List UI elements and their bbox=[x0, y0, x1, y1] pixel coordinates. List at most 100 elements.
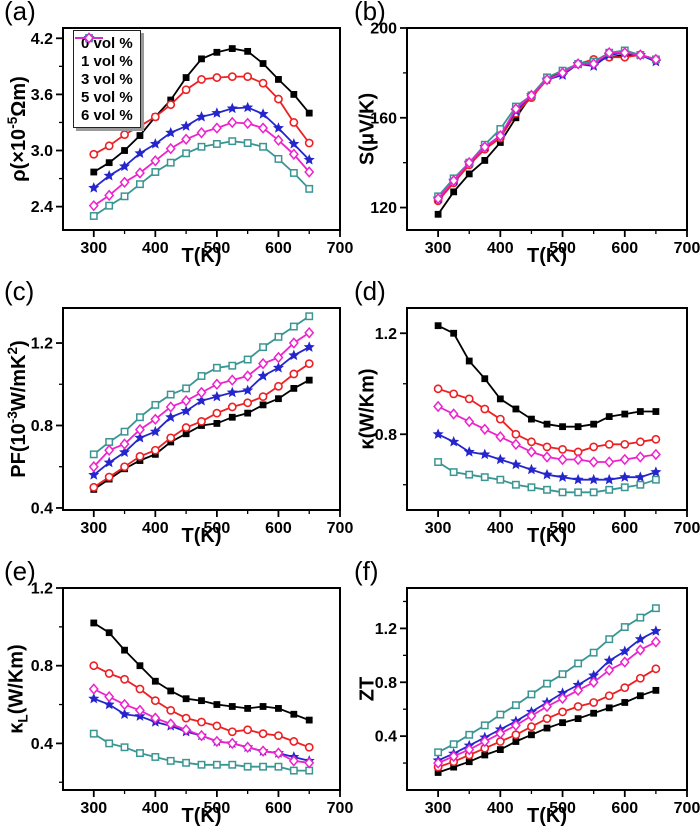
series-marker-5-vol-% bbox=[243, 355, 252, 364]
series-marker-3-vol-% bbox=[650, 466, 662, 477]
series-marker-6-vol-% bbox=[479, 423, 490, 435]
series-marker-0-vol-% bbox=[574, 423, 582, 431]
series-marker-5-vol-% bbox=[166, 756, 175, 765]
series-marker-0-vol-% bbox=[136, 132, 144, 139]
x-tick-label: 300 bbox=[80, 520, 107, 537]
series-marker-6-vol-% bbox=[526, 89, 537, 102]
series-marker-1-vol-% bbox=[542, 714, 552, 724]
x-axis-title-c: T(K) bbox=[181, 525, 222, 547]
x-tick-label: 700 bbox=[327, 240, 354, 257]
x-tick-label: 700 bbox=[327, 520, 354, 537]
series-marker-1-vol-% bbox=[181, 85, 191, 95]
legend: 0 vol % 1 vol % 3 vol % 5 vol % 6 vol % bbox=[73, 30, 141, 128]
x-tick-label: 600 bbox=[611, 520, 638, 537]
series-marker-0-vol-% bbox=[305, 376, 313, 384]
series-marker-6-vol-% bbox=[526, 710, 537, 722]
series-marker-1-vol-% bbox=[573, 702, 583, 711]
series-marker-6-vol-% bbox=[211, 735, 222, 748]
series-marker-1-vol-% bbox=[181, 713, 191, 723]
series-marker-6-vol-% bbox=[150, 712, 161, 724]
series-marker-5-vol-% bbox=[449, 740, 458, 749]
series-marker-6-vol-% bbox=[557, 67, 568, 79]
series-marker-1-vol-% bbox=[589, 698, 599, 707]
x-tick-label: 500 bbox=[204, 520, 231, 537]
y-tick-label: 1.2 bbox=[375, 621, 397, 638]
series-marker-5-vol-% bbox=[305, 184, 314, 193]
series-marker-5-vol-% bbox=[636, 613, 645, 622]
series-marker-1-vol-% bbox=[104, 669, 114, 678]
series-marker-5-vol-% bbox=[120, 427, 129, 436]
series-marker-0-vol-% bbox=[90, 168, 98, 176]
series-marker-5-vol-% bbox=[605, 485, 614, 494]
x-tick-label: 600 bbox=[265, 520, 292, 537]
series-marker-1-vol-% bbox=[304, 359, 314, 369]
panel-e-lattice-thermal-conductivity: 300 400 500 600 700 0.4 0.8 1.2 (e) κL(W/Km) T(… bbox=[0, 556, 354, 840]
series-marker-1-vol-% bbox=[620, 683, 630, 693]
series-marker-0-vol-% bbox=[512, 114, 520, 122]
series-marker-3-vol-% bbox=[572, 473, 584, 485]
y-axis-title-d: κ(W/Km) bbox=[356, 368, 379, 450]
series-marker-6-vol-% bbox=[88, 683, 99, 695]
series-marker-6-vol-% bbox=[165, 142, 176, 155]
series-marker-0-vol-% bbox=[228, 413, 236, 421]
series-marker-0-vol-% bbox=[213, 701, 221, 708]
series-marker-0-vol-% bbox=[636, 692, 644, 700]
chart-canvas-a: 300 400 500 600 700 2.4 3.0 3.6 4.2 bbox=[31, 27, 353, 257]
series-marker-1-vol-% bbox=[620, 439, 630, 449]
series-marker-6-vol-% bbox=[635, 451, 646, 463]
series-marker-6-vol-% bbox=[104, 444, 115, 456]
series-marker-5-vol-% bbox=[434, 458, 443, 466]
series-marker-6-vol-% bbox=[542, 73, 552, 86]
series-marker-0-vol-% bbox=[213, 48, 221, 56]
series-marker-1-vol-% bbox=[197, 717, 206, 727]
y-tick-label: 3.6 bbox=[31, 87, 53, 104]
series-marker-1-vol-% bbox=[166, 705, 176, 715]
series-marker-1-vol-% bbox=[258, 392, 268, 402]
series-marker-6-vol-% bbox=[181, 395, 192, 407]
series-marker-6-vol-% bbox=[448, 174, 459, 187]
series-marker-3-vol-% bbox=[650, 625, 662, 636]
series-marker-6-vol-% bbox=[227, 737, 238, 750]
series-marker-1-vol-% bbox=[197, 75, 206, 84]
series-marker-1-vol-% bbox=[258, 78, 268, 88]
series-marker-1-vol-% bbox=[274, 94, 283, 104]
series-marker-5-vol-% bbox=[151, 400, 160, 409]
y-tick-label: 1.2 bbox=[31, 581, 53, 598]
chart-canvas-d: 300 400 500 600 700 0.8 1.2 bbox=[375, 307, 700, 537]
series-marker-6-vol-% bbox=[134, 704, 145, 717]
series-marker-3-vol-% bbox=[448, 436, 460, 447]
x-axis-title-d: T(K) bbox=[527, 525, 567, 547]
y-tick-label: 3.0 bbox=[31, 143, 53, 160]
series-marker-3-vol-% bbox=[180, 120, 192, 131]
series-marker-6-vol-% bbox=[211, 378, 222, 391]
series-marker-5-vol-% bbox=[558, 670, 567, 679]
series-marker-5-vol-% bbox=[289, 169, 298, 177]
series-marker-1-vol-% bbox=[511, 730, 521, 740]
series-marker-6-vol-% bbox=[510, 438, 521, 451]
x-tick-label: 300 bbox=[80, 800, 107, 817]
series-marker-0-vol-% bbox=[434, 322, 442, 330]
series-marker-0-vol-% bbox=[559, 719, 566, 727]
series-marker-1-vol-% bbox=[197, 416, 206, 426]
series-marker-5-vol-% bbox=[228, 760, 237, 769]
chart-canvas-e: 300 400 500 600 700 0.4 0.8 1.2 bbox=[31, 581, 354, 818]
y-tick-label: 0.4 bbox=[31, 500, 53, 517]
series-marker-3-vol-% bbox=[149, 425, 161, 437]
series-marker-6-vol-% bbox=[304, 166, 315, 178]
series-marker-5-vol-% bbox=[212, 363, 221, 372]
series-marker-5-vol-% bbox=[274, 332, 283, 341]
series-marker-5-vol-% bbox=[496, 475, 505, 484]
series-marker-3-vol-% bbox=[134, 432, 146, 443]
series-marker-3-vol-% bbox=[165, 126, 177, 138]
series-marker-1-vol-% bbox=[243, 725, 253, 735]
series-marker-0-vol-% bbox=[105, 629, 113, 637]
series-marker-5-vol-% bbox=[182, 384, 191, 393]
series-marker-3-vol-% bbox=[432, 428, 444, 439]
series-marker-0-vol-% bbox=[590, 709, 598, 717]
series-marker-3-vol-% bbox=[619, 645, 631, 656]
series-marker-0-vol-% bbox=[512, 738, 520, 745]
series-marker-6-vol-% bbox=[479, 735, 490, 748]
series-marker-6-vol-% bbox=[557, 692, 568, 705]
series-marker-6-vol-% bbox=[588, 456, 599, 468]
series-marker-6-vol-% bbox=[104, 189, 115, 202]
